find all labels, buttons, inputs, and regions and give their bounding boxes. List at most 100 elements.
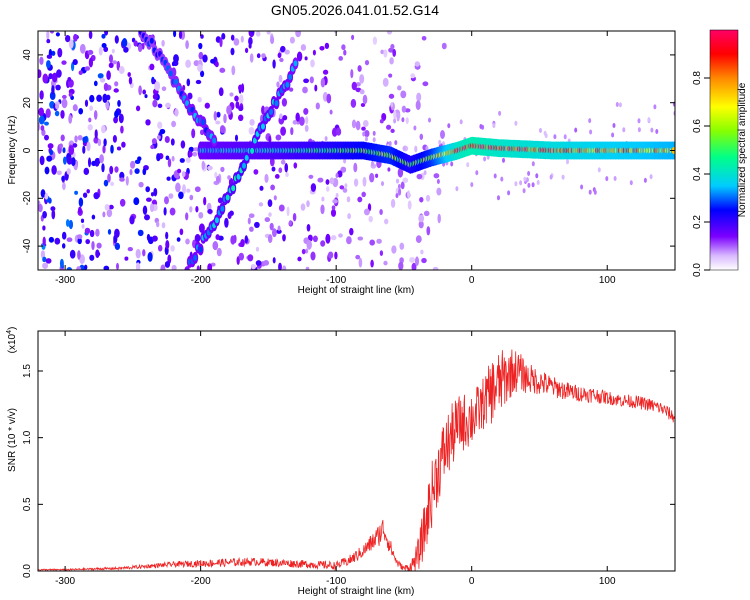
noise-cell <box>77 250 81 260</box>
noise-cell <box>282 265 287 270</box>
noise-cell <box>275 134 282 141</box>
top-x-tick-label: -200 <box>191 275 211 286</box>
noise-cell <box>66 237 73 243</box>
noise-cell <box>137 229 144 237</box>
noise-cell <box>420 249 424 255</box>
noise-cell <box>206 202 212 212</box>
noise-cell <box>637 118 641 124</box>
noise-cell <box>114 35 119 44</box>
noise-cell <box>47 143 54 149</box>
noise-cell <box>165 240 170 250</box>
noise-cell <box>387 167 391 172</box>
noise-cell <box>156 135 161 140</box>
rising-streak-core <box>242 162 246 169</box>
noise-cell <box>78 197 84 207</box>
noise-cell <box>204 102 210 109</box>
noise-cell <box>124 256 129 261</box>
noise-cell <box>396 114 400 122</box>
noise-cell <box>176 237 181 242</box>
noise-cell <box>293 162 298 169</box>
noise-cell <box>82 192 88 198</box>
bottom-y-tick-label: 1.0 <box>22 430 33 444</box>
noise-cell <box>341 44 346 51</box>
noise-cell <box>88 31 93 40</box>
noise-cell <box>185 238 190 245</box>
noise-cell <box>303 78 310 84</box>
scale-factor-label: (x104) <box>6 327 18 354</box>
noise-cell <box>281 97 288 107</box>
noise-cell <box>355 82 361 87</box>
noise-cell <box>93 136 99 144</box>
noise-cell <box>74 190 79 195</box>
noise-cell <box>261 105 265 115</box>
noise-cell <box>561 174 565 180</box>
noise-cell <box>210 262 216 267</box>
noise-cell <box>214 171 218 179</box>
noise-cell <box>470 182 474 188</box>
noise-cell <box>202 54 208 63</box>
noise-cell <box>76 266 82 270</box>
noise-cell <box>110 181 115 187</box>
noise-cell <box>185 59 192 68</box>
noise-cell <box>104 31 109 36</box>
noise-cell <box>61 98 68 109</box>
noise-cell <box>192 151 198 157</box>
noise-cell <box>79 254 85 265</box>
noise-cell <box>135 262 141 270</box>
noise-cell <box>253 169 259 175</box>
noise-cell <box>39 155 45 166</box>
noise-cell <box>549 174 553 180</box>
noise-cell <box>220 166 225 173</box>
noise-cell <box>152 99 158 108</box>
noise-cell <box>277 225 281 231</box>
noise-cell <box>170 138 175 146</box>
noise-cell <box>178 31 183 39</box>
noise-cell <box>339 185 345 190</box>
noise-cell <box>65 219 70 227</box>
noise-cell <box>574 127 578 133</box>
noise-cell <box>527 182 531 188</box>
noise-cell <box>114 242 121 251</box>
noise-cell <box>655 129 659 134</box>
noise-cell <box>60 110 65 119</box>
noise-cell <box>68 39 74 49</box>
noise-cell <box>138 181 144 188</box>
noise-cell <box>280 45 286 53</box>
noise-cell <box>189 194 194 201</box>
noise-cell <box>157 121 163 129</box>
colorbar-tick-label: 0.6 <box>692 119 703 133</box>
noise-cell <box>234 134 239 142</box>
noise-cell <box>418 220 424 229</box>
noise-cell <box>103 265 110 270</box>
noise-cell <box>150 144 155 150</box>
noise-cell <box>137 43 143 53</box>
noise-cell <box>255 31 261 37</box>
noise-cell <box>138 85 142 96</box>
noise-cell <box>91 214 96 220</box>
bottom-x-ticks: -300 -200 -100 0 100 <box>55 331 616 587</box>
noise-cell <box>364 60 370 66</box>
noise-cell <box>66 156 73 165</box>
noise-cell <box>268 212 272 217</box>
noise-cell <box>372 130 376 136</box>
noise-cell <box>276 81 280 88</box>
top-y-axis-label: Frequency (Hz) <box>7 116 18 185</box>
noise-cell <box>134 168 140 174</box>
noise-cell <box>264 173 269 183</box>
noise-cell <box>351 81 357 91</box>
noise-cell <box>390 43 395 50</box>
noise-cell <box>290 127 294 136</box>
noise-cell <box>347 213 351 220</box>
noise-cell <box>251 264 257 270</box>
noise-cell <box>605 176 609 182</box>
noise-cell <box>433 173 440 179</box>
noise-cell <box>400 181 405 190</box>
rising-streak-core <box>269 108 274 115</box>
noise-cell <box>194 234 201 243</box>
noise-cell <box>145 119 151 126</box>
noise-cell <box>87 157 92 168</box>
noise-cell <box>89 105 93 111</box>
noise-cell <box>141 42 145 50</box>
noise-cell <box>299 116 305 126</box>
noise-cell <box>215 234 220 241</box>
